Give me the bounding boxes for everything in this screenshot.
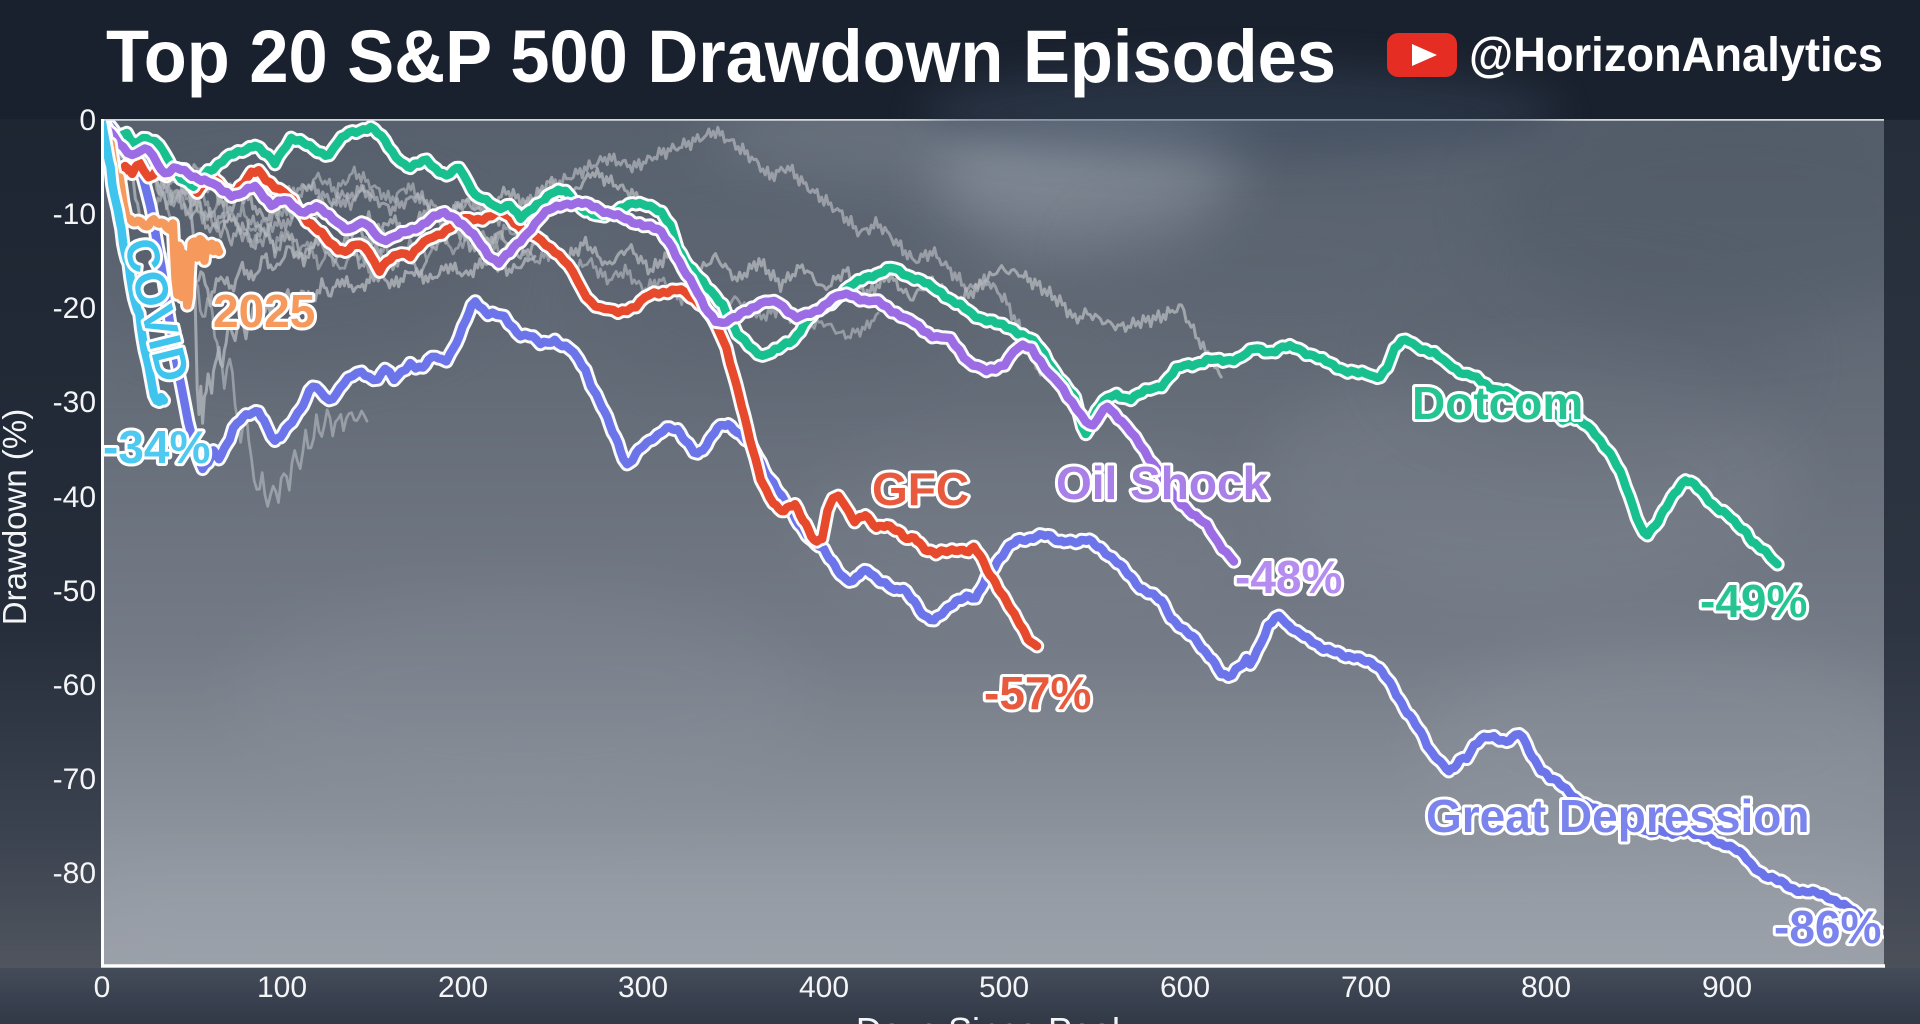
- svg-text:Dotcom: Dotcom: [1412, 377, 1583, 429]
- svg-text:-86%: -86%: [1774, 901, 1881, 953]
- svg-text:-40: -40: [53, 481, 96, 514]
- svg-text:-34%: -34%: [103, 421, 210, 473]
- svg-text:700: 700: [1341, 971, 1391, 1004]
- svg-text:GFC: GFC: [872, 463, 969, 515]
- svg-text:Great Depression: Great Depression: [1426, 790, 1809, 842]
- svg-text:-48%: -48%: [1235, 551, 1342, 603]
- svg-text:2025: 2025: [213, 285, 315, 337]
- svg-text:@HorizonAnalytics: @HorizonAnalytics: [1469, 29, 1883, 82]
- svg-text:600: 600: [1160, 971, 1210, 1004]
- svg-text:800: 800: [1521, 971, 1571, 1004]
- svg-text:Drawdown (%): Drawdown (%): [0, 409, 33, 625]
- svg-text:Top 20 S&P 500 Drawdown Episod: Top 20 S&P 500 Drawdown Episodes: [106, 15, 1336, 98]
- svg-text:-80: -80: [53, 857, 96, 890]
- svg-text:-10: -10: [53, 198, 96, 231]
- svg-text:-60: -60: [53, 669, 96, 702]
- svg-text:-50: -50: [53, 575, 96, 608]
- svg-text:Oil Shock: Oil Shock: [1056, 457, 1269, 509]
- svg-text:0: 0: [79, 104, 96, 137]
- svg-text:300: 300: [618, 971, 668, 1004]
- svg-text:-57%: -57%: [984, 667, 1091, 719]
- svg-text:500: 500: [979, 971, 1029, 1004]
- svg-text:Days Since Peak: Days Since Peak: [856, 1010, 1131, 1024]
- svg-text:-49%: -49%: [1700, 575, 1807, 627]
- svg-text:-20: -20: [53, 292, 96, 325]
- svg-text:200: 200: [438, 971, 488, 1004]
- svg-text:100: 100: [257, 971, 307, 1004]
- svg-text:-70: -70: [53, 763, 96, 796]
- svg-text:-30: -30: [53, 386, 96, 419]
- svg-text:900: 900: [1702, 971, 1752, 1004]
- svg-text:0: 0: [94, 971, 111, 1004]
- svg-text:400: 400: [799, 971, 849, 1004]
